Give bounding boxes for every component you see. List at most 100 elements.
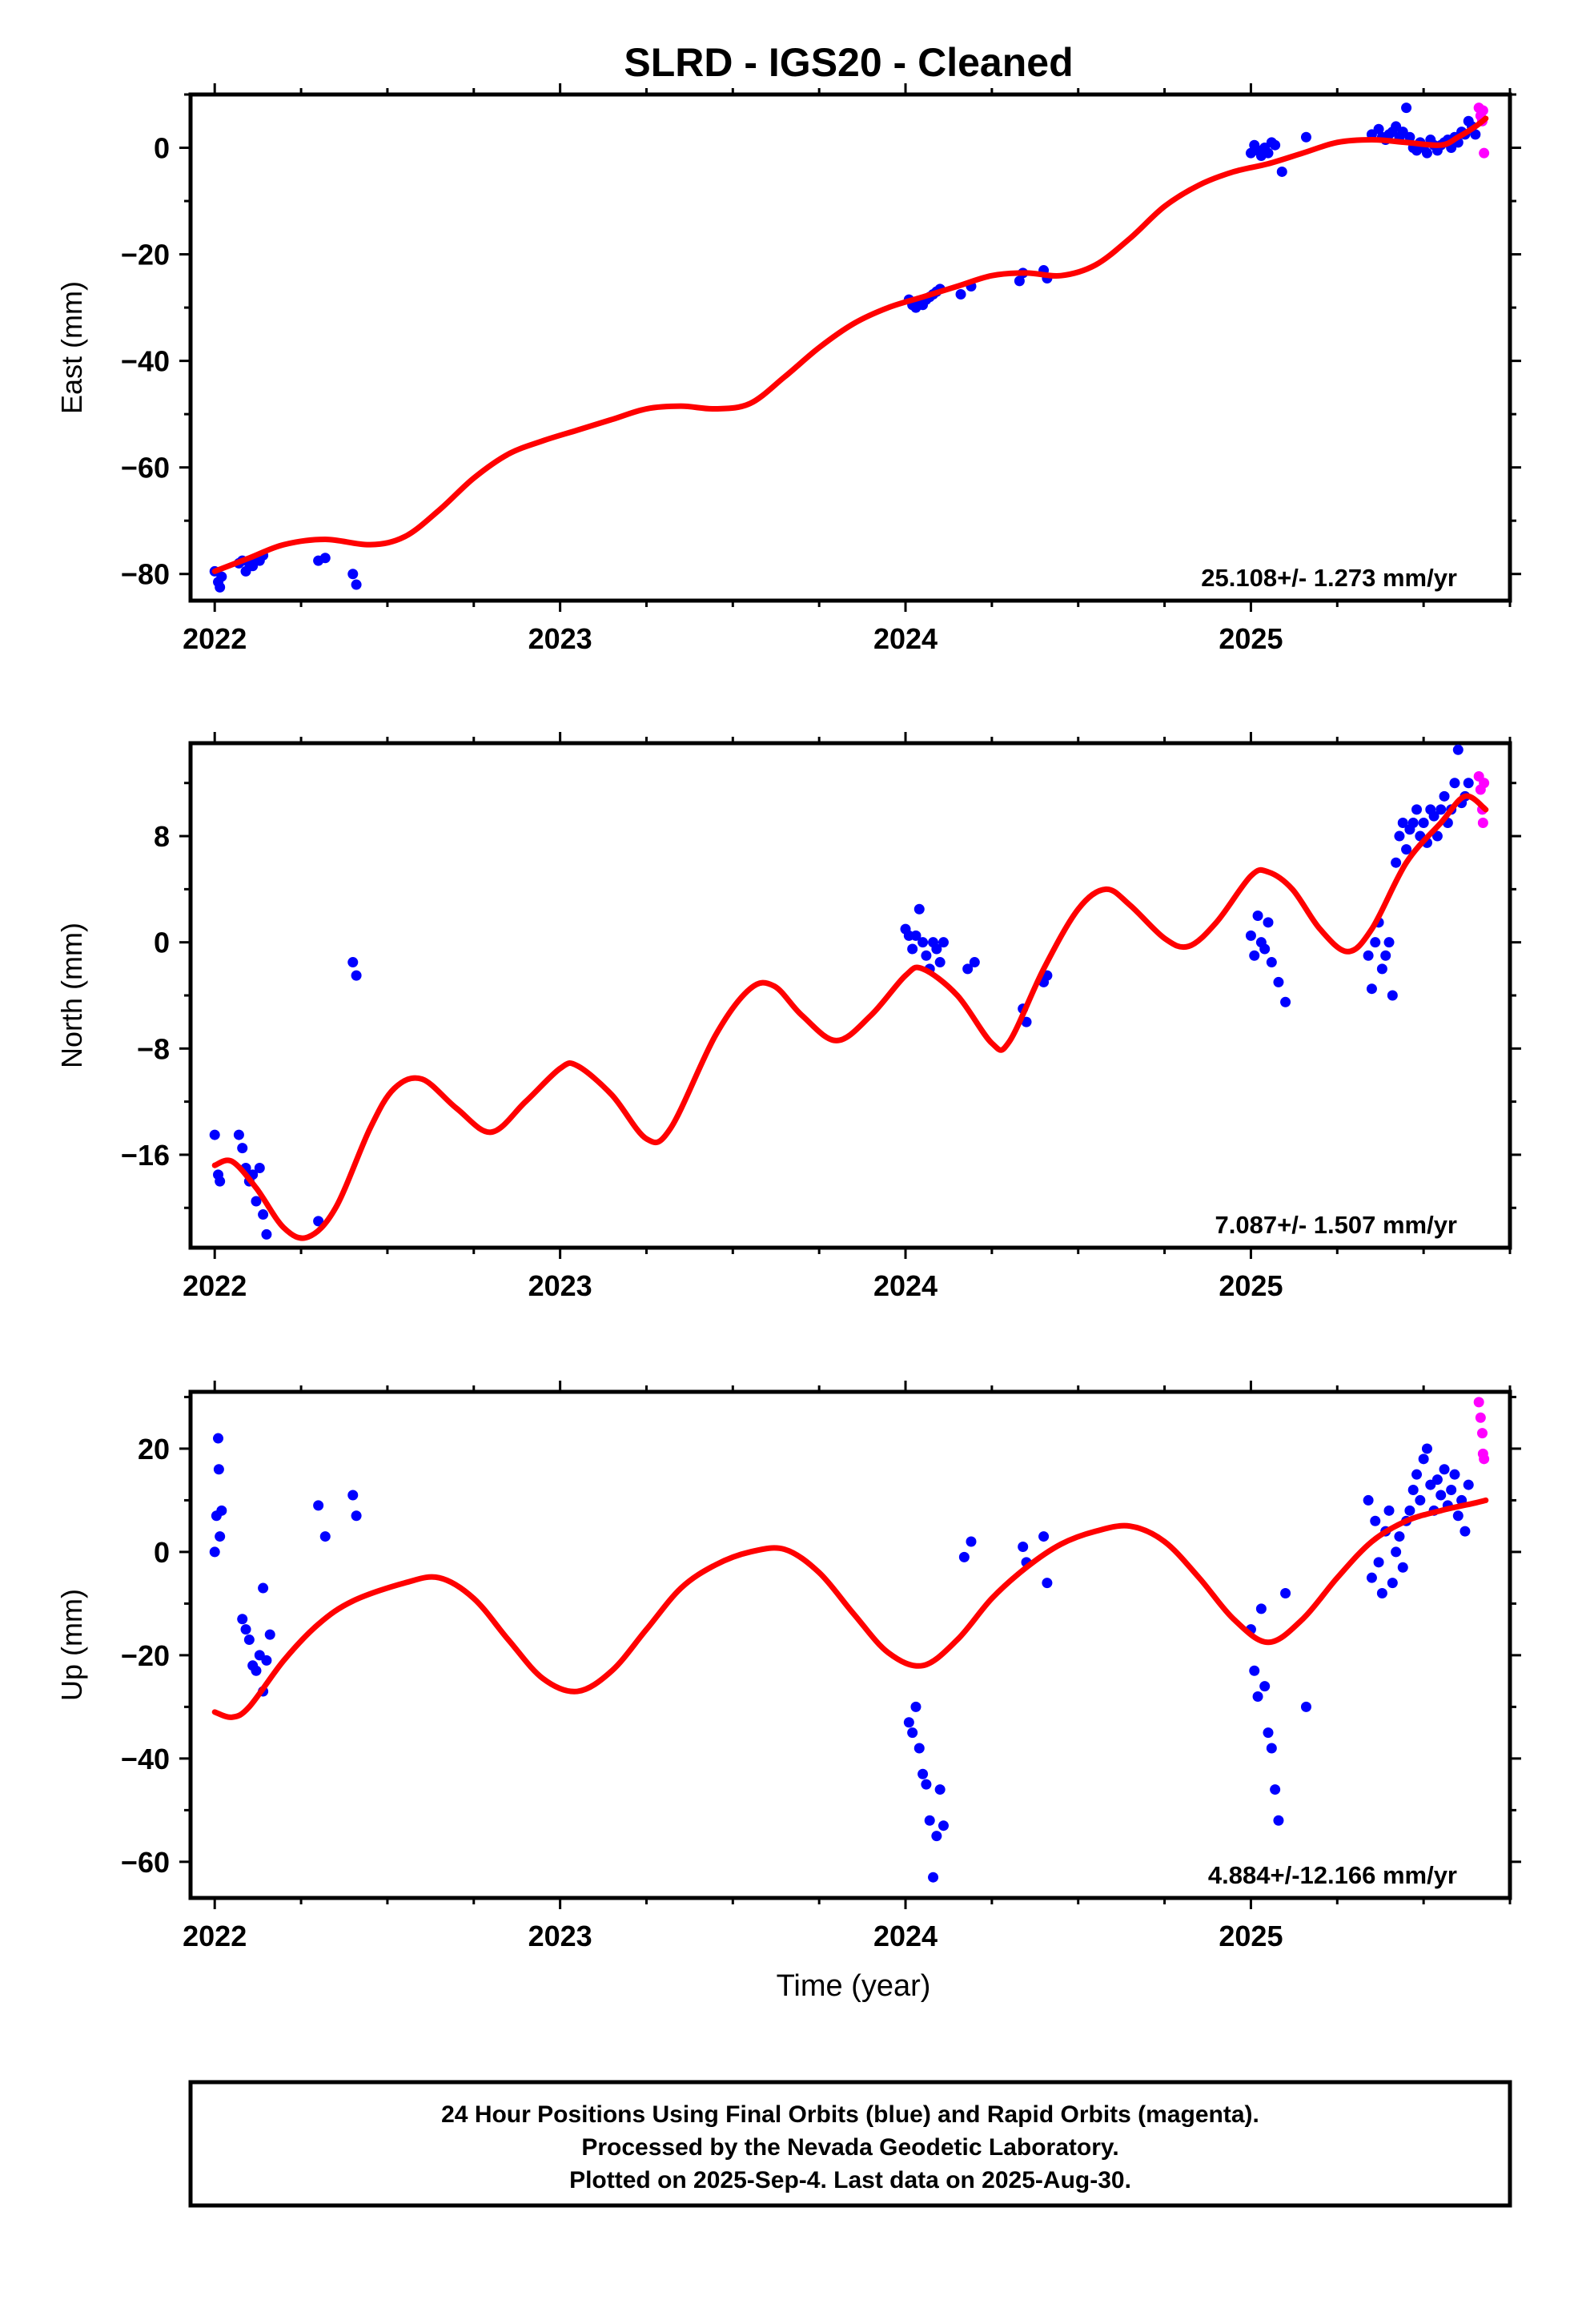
- up-final-point: [1363, 1494, 1374, 1506]
- north-x-tick-label: 2023: [528, 1269, 592, 1302]
- up-final-point: [1418, 1454, 1429, 1465]
- north-final-point: [921, 950, 932, 961]
- chart-title: SLRD - IGS20 - Cleaned: [624, 40, 1073, 85]
- east-final-point: [1421, 147, 1432, 159]
- up-final-point: [966, 1536, 977, 1547]
- east-y-tick-label: −20: [121, 239, 170, 271]
- up-final-point: [1018, 1541, 1029, 1552]
- north-final-point: [910, 930, 921, 941]
- up-final-point: [1431, 1474, 1443, 1486]
- north-final-point: [1273, 976, 1284, 987]
- north-final-point: [233, 1129, 244, 1140]
- up-y-axis-label: Up (mm): [55, 1589, 88, 1701]
- east-final-point: [1470, 129, 1481, 140]
- north-final-point: [258, 1209, 269, 1220]
- x-axis-label: Time (year): [777, 1969, 931, 2003]
- up-final-point: [1252, 1691, 1263, 1702]
- up-final-point: [1373, 1557, 1384, 1568]
- up-final-point: [910, 1701, 921, 1712]
- up-x-tick-label: 2024: [873, 1920, 938, 1952]
- up-y-tick-label: −40: [121, 1743, 170, 1775]
- north-final-point: [1266, 957, 1277, 968]
- north-final-point: [1380, 950, 1391, 961]
- east-final-point: [1373, 123, 1384, 135]
- east-final-point: [347, 569, 359, 580]
- up-final-point: [1411, 1469, 1423, 1480]
- east-x-tick-label: 2025: [1219, 622, 1283, 655]
- north-y-tick-label: 0: [154, 927, 170, 959]
- north-final-point: [251, 1196, 262, 1207]
- up-final-point: [240, 1624, 251, 1635]
- up-final-point: [1366, 1572, 1377, 1583]
- east-y-axis-label: East (mm): [55, 281, 88, 414]
- up-final-point: [928, 1872, 939, 1883]
- up-final-point: [1439, 1464, 1450, 1475]
- north-y-tick-label: −8: [137, 1032, 170, 1065]
- east-final-point: [215, 581, 226, 593]
- east-rapid-point: [1479, 147, 1490, 159]
- north-final-point: [1401, 844, 1412, 855]
- up-final-point: [209, 1546, 220, 1558]
- east-final-point: [1276, 166, 1287, 177]
- north-y-tick-label: −16: [121, 1139, 170, 1172]
- north-final-point: [254, 1163, 265, 1174]
- up-final-point: [237, 1614, 248, 1625]
- footer-line-1: 24 Hour Positions Using Final Orbits (bl…: [441, 2101, 1259, 2128]
- up-final-point: [1397, 1562, 1408, 1573]
- east-y-tick-label: −60: [121, 452, 170, 485]
- north-final-point: [1407, 817, 1419, 828]
- north-final-point: [261, 1228, 272, 1240]
- up-final-point: [313, 1500, 324, 1511]
- up-plot-frame: [188, 1389, 1512, 1900]
- north-final-point: [351, 970, 362, 981]
- footer-line-2: Processed by the Nevada Geodetic Laborat…: [581, 2134, 1118, 2161]
- north-x-tick-label: 2025: [1219, 1269, 1283, 1302]
- east-final-point: [1300, 131, 1311, 143]
- up-final-point: [1383, 1505, 1395, 1516]
- north-final-point: [1394, 830, 1405, 842]
- up-y-tick-label: −60: [121, 1846, 170, 1879]
- north-final-point: [1411, 804, 1423, 815]
- up-final-point: [1038, 1531, 1050, 1542]
- north-final-point: [969, 957, 980, 968]
- north-final-point: [913, 903, 925, 915]
- north-rapid-point: [1479, 778, 1490, 789]
- up-y-tick-label: 0: [154, 1536, 170, 1569]
- north-final-point: [347, 957, 359, 968]
- north-final-point: [1431, 830, 1443, 842]
- up-model-line: [211, 1497, 1489, 1720]
- up-x-tick-label: 2023: [528, 1920, 592, 1952]
- east-final-point: [1014, 275, 1025, 287]
- up-final-point: [1370, 1515, 1381, 1526]
- up-final-point: [319, 1531, 331, 1542]
- up-final-point: [1300, 1701, 1311, 1712]
- up-x-tick-label: 2025: [1219, 1920, 1283, 1952]
- up-final-point: [243, 1634, 255, 1646]
- east-x-tick-label: 2023: [528, 622, 592, 655]
- north-final-point: [1452, 744, 1464, 755]
- east-panel: 2022 2023 2024 2025 −80 −60 −40 −20 0 East (mm) 25…: [55, 83, 1521, 655]
- north-final-point: [1021, 1016, 1032, 1027]
- north-model-line: [211, 793, 1489, 1241]
- up-final-point: [1255, 1603, 1267, 1614]
- up-rapid-point: [1475, 1412, 1486, 1423]
- up-final-point: [1460, 1526, 1471, 1537]
- north-final-point: [1259, 943, 1271, 955]
- up-y-tick-label: 20: [138, 1433, 170, 1466]
- up-final-point: [917, 1768, 929, 1779]
- east-final-point: [319, 553, 331, 564]
- up-final-point: [213, 1464, 224, 1475]
- up-final-point: [1394, 1531, 1405, 1542]
- north-final-point: [938, 937, 949, 948]
- up-final-point: [1446, 1485, 1457, 1496]
- up-final-point: [1435, 1490, 1447, 1501]
- north-final-point: [1463, 778, 1474, 789]
- east-rapid-point: [1477, 105, 1488, 116]
- up-final-point: [261, 1655, 272, 1666]
- north-final-point: [1280, 996, 1291, 1007]
- east-plot-frame: [188, 92, 1512, 603]
- north-final-point: [1249, 950, 1260, 961]
- up-final-point: [213, 1433, 224, 1444]
- north-plot-area: [209, 744, 1490, 1241]
- north-final-point: [1245, 930, 1256, 941]
